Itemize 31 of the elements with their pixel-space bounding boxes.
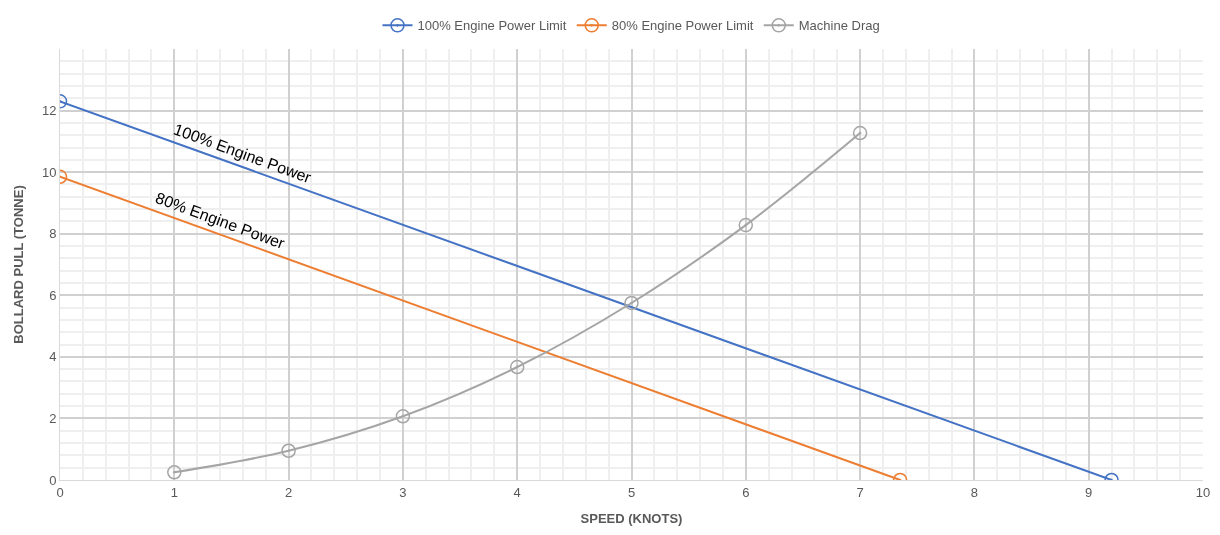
annotation: 100% Engine Power — [171, 120, 315, 187]
y-tick-label: 4 — [49, 349, 57, 365]
x-tick-label: 3 — [399, 484, 407, 500]
x-tick-label: 2 — [284, 484, 293, 500]
point — [852, 125, 868, 141]
y-axis-title: BOLLARD PULL (TONNE) — [10, 185, 26, 344]
x-tick-label: 10 — [1195, 484, 1211, 500]
point — [395, 409, 411, 424]
point — [738, 217, 754, 233]
y-tick-label: 12 — [41, 103, 57, 119]
x-tick-label: 8 — [970, 484, 979, 500]
point — [167, 465, 182, 480]
x-tick-label: 9 — [1085, 484, 1093, 500]
x-tick-label: 4 — [513, 484, 521, 500]
x-tick-label: 1 — [170, 484, 178, 500]
x-tick-label: 5 — [627, 484, 636, 500]
x-tick-label: 7 — [856, 484, 864, 500]
y-tick-label: 10 — [41, 164, 57, 180]
y-tick-label: 0 — [49, 472, 57, 488]
point — [509, 359, 525, 375]
y-tick-label: 2 — [49, 410, 57, 426]
legend-label: 100% Engine Power Limit — [417, 18, 567, 34]
y-tick-label: 6 — [49, 287, 57, 303]
legend-label: 80% Engine Power Limit — [611, 18, 754, 34]
point — [281, 443, 296, 458]
x-tick-label: 6 — [742, 484, 750, 500]
legend-label: Machine Drag — [798, 18, 880, 34]
y-tick-label: 8 — [49, 226, 57, 242]
annotation: 80% Engine Power — [153, 189, 288, 253]
point — [624, 295, 639, 311]
x-axis-title: SPEED (KNOTS) — [580, 511, 683, 527]
